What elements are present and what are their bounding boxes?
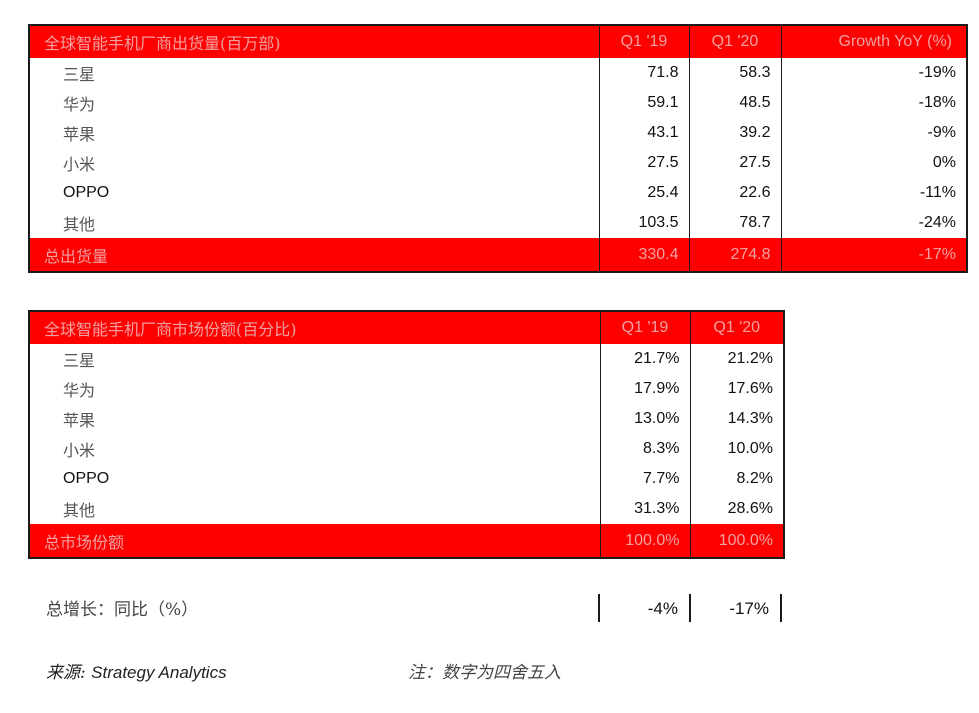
table-row: 苹果 13.0% 14.3% xyxy=(29,404,784,434)
value-q1-20: 28.6% xyxy=(689,494,784,524)
table-row: 小米 27.5 27.5 0% xyxy=(29,148,967,178)
vendor-name: 华为 xyxy=(63,381,96,400)
vendor-name: 三星 xyxy=(63,65,96,84)
total-q1-19: 330.4 xyxy=(598,238,689,272)
source-name: Strategy Analytics xyxy=(91,663,227,682)
total-growth-label: 总增长：同比（%） xyxy=(46,600,199,620)
vendor-name: 苹果 xyxy=(63,125,96,144)
vendor-name: 其他 xyxy=(63,215,96,234)
value-yoy: 0% xyxy=(780,148,967,178)
table-row: 三星 21.7% 21.2% xyxy=(29,344,784,374)
rounding-note: 注：数字为四舍五入 xyxy=(408,663,561,683)
value-q1-19: 103.5 xyxy=(598,208,689,238)
col-header-q1-20: Q1 '20 xyxy=(688,25,781,58)
total-q1-20: 100.0% xyxy=(689,524,784,558)
shipments-title: 全球智能手机厂商出货量(百万部) xyxy=(29,25,599,58)
value-q1-20: 14.3% xyxy=(689,404,784,434)
value-q1-19: 43.1 xyxy=(598,118,689,148)
divider xyxy=(689,594,691,622)
value-q1-19: 17.9% xyxy=(599,374,690,404)
vendor-name: OPPO xyxy=(63,184,110,201)
value-q1-20: 58.3 xyxy=(688,58,781,88)
vendor-name: 其他 xyxy=(63,501,96,520)
shipments-table: 全球智能手机厂商出货量(百万部) Q1 '19 Q1 '20 Growth Yo… xyxy=(28,24,968,273)
col-header-q1-20: Q1 '20 xyxy=(689,311,784,344)
vendor-name: 苹果 xyxy=(63,411,96,430)
growth-q1-19: -4% xyxy=(647,599,678,618)
total-label: 总出货量 xyxy=(29,238,599,272)
total-label: 总市场份额 xyxy=(29,524,600,558)
value-yoy: -9% xyxy=(780,118,967,148)
divider xyxy=(598,594,600,622)
source-prefix: 来源: xyxy=(46,663,92,683)
value-q1-20: 10.0% xyxy=(689,434,784,464)
table-row: 华为 59.1 48.5 -18% xyxy=(29,88,967,118)
shipments-header-row: 全球智能手机厂商出货量(百万部) Q1 '19 Q1 '20 Growth Yo… xyxy=(29,25,967,58)
vendor-name: 小米 xyxy=(63,441,96,460)
table-row: 小米 8.3% 10.0% xyxy=(29,434,784,464)
value-q1-19: 8.3% xyxy=(599,434,690,464)
value-q1-20: 27.5 xyxy=(688,148,781,178)
vendor-name: OPPO xyxy=(63,470,110,487)
value-q1-19: 21.7% xyxy=(599,344,690,374)
value-q1-19: 25.4 xyxy=(598,178,689,208)
value-yoy: -24% xyxy=(780,208,967,238)
col-header-q1-19: Q1 '19 xyxy=(598,25,689,58)
value-q1-20: 48.5 xyxy=(688,88,781,118)
col-header-q1-19: Q1 '19 xyxy=(599,311,690,344)
value-q1-20: 39.2 xyxy=(688,118,781,148)
value-q1-20: 78.7 xyxy=(688,208,781,238)
table-row: OPPO 7.7% 8.2% xyxy=(29,464,784,494)
value-q1-19: 31.3% xyxy=(599,494,690,524)
divider xyxy=(780,594,782,622)
market-share-table: 全球智能手机厂商市场份额(百分比) Q1 '19 Q1 '20 三星 21.7%… xyxy=(28,310,785,559)
vendor-name: 小米 xyxy=(63,155,96,174)
total-q1-20: 274.8 xyxy=(688,238,781,272)
vendor-name: 华为 xyxy=(63,95,96,114)
share-title: 全球智能手机厂商市场份额(百分比) xyxy=(29,311,600,344)
table-row: 苹果 43.1 39.2 -9% xyxy=(29,118,967,148)
growth-q1-20: -17% xyxy=(729,599,769,618)
value-yoy: -18% xyxy=(780,88,967,118)
total-yoy: -17% xyxy=(780,238,967,272)
total-q1-19: 100.0% xyxy=(599,524,690,558)
value-q1-19: 7.7% xyxy=(599,464,690,494)
value-q1-19: 59.1 xyxy=(598,88,689,118)
value-q1-20: 8.2% xyxy=(689,464,784,494)
value-q1-20: 17.6% xyxy=(689,374,784,404)
value-q1-20: 21.2% xyxy=(689,344,784,374)
table-row: 其他 31.3% 28.6% xyxy=(29,494,784,524)
shipments-total-row: 总出货量 330.4 274.8 -17% xyxy=(29,238,967,272)
value-yoy: -11% xyxy=(780,178,967,208)
table-row: 其他 103.5 78.7 -24% xyxy=(29,208,967,238)
col-header-growth: Growth YoY (%) xyxy=(780,25,967,58)
table-row: 三星 71.8 58.3 -19% xyxy=(29,58,967,88)
table-row: 华为 17.9% 17.6% xyxy=(29,374,784,404)
value-yoy: -19% xyxy=(780,58,967,88)
value-q1-19: 71.8 xyxy=(598,58,689,88)
value-q1-19: 27.5 xyxy=(598,148,689,178)
vendor-name: 三星 xyxy=(63,351,96,370)
share-header-row: 全球智能手机厂商市场份额(百分比) Q1 '19 Q1 '20 xyxy=(29,311,784,344)
share-total-row: 总市场份额 100.0% 100.0% xyxy=(29,524,784,558)
value-q1-19: 13.0% xyxy=(599,404,690,434)
table-row: OPPO 25.4 22.6 -11% xyxy=(29,178,967,208)
value-q1-20: 22.6 xyxy=(688,178,781,208)
source-note: 来源: Strategy Analytics xyxy=(46,658,227,683)
